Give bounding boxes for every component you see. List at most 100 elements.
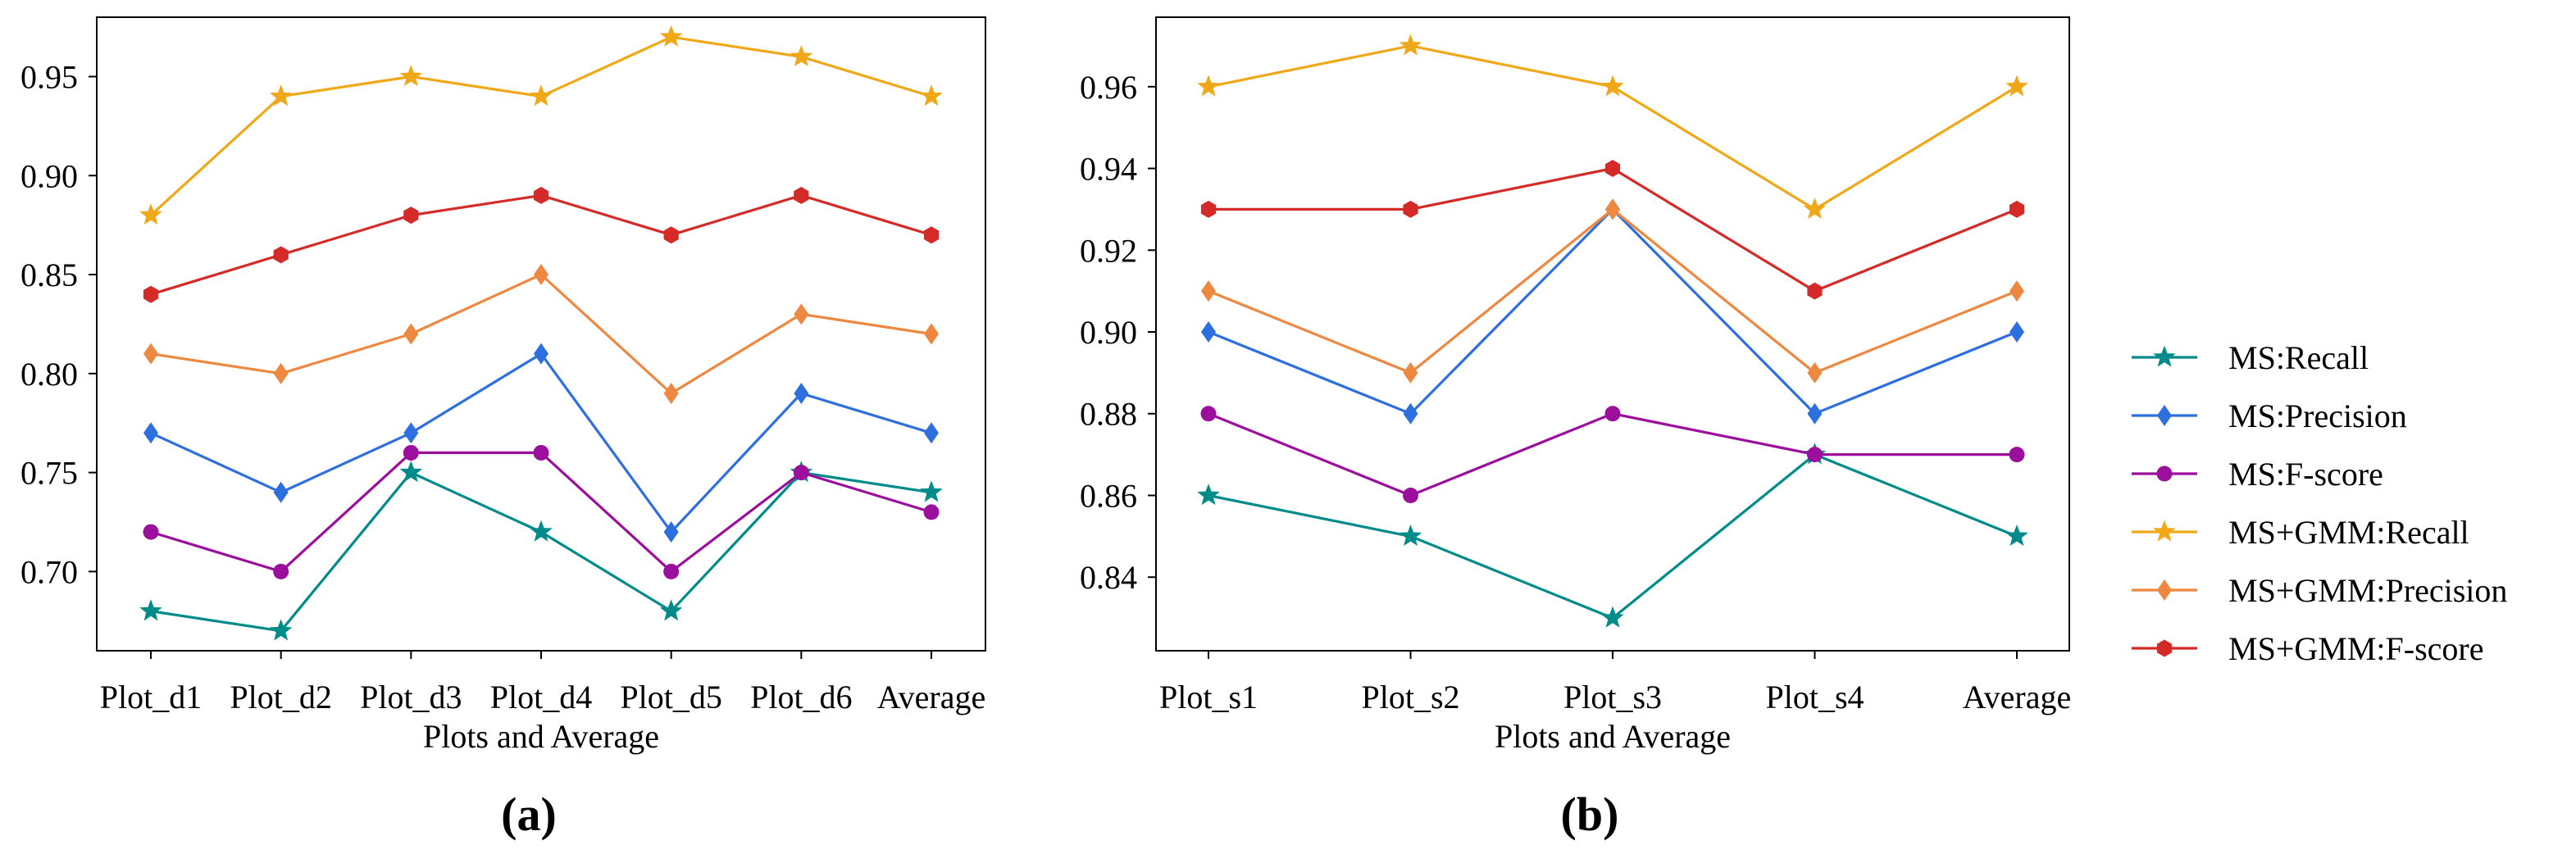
data-point-ms-gmm-f-score (794, 186, 809, 204)
panel-label: (b) (1561, 788, 1619, 841)
x-tick-label: Average (1963, 679, 2072, 715)
y-tick-label: 0.85 (20, 257, 78, 293)
y-tick-label: 0.75 (20, 455, 78, 492)
y-tick-label: 0.70 (20, 553, 78, 590)
series-line-ms-precision (1208, 207, 2018, 416)
series-line-ms-gmm-recall (1208, 44, 2018, 211)
data-point-ms-precision (924, 422, 939, 444)
data-point-ms-gmm-precision (924, 323, 939, 345)
data-point-ms-gmm-f-score (143, 285, 159, 303)
data-point-ms-gmm-precision (1201, 280, 1216, 302)
data-point-ms-gmm-precision (663, 382, 679, 404)
series-ms-recall (139, 461, 943, 641)
series-ms-recall (1197, 443, 2028, 628)
data-point-ms-gmm-recall (139, 203, 162, 225)
data-point-ms-gmm-f-score (273, 246, 289, 264)
series-line-ms-f-score (1208, 412, 2017, 497)
data-point-ms-gmm-precision (2009, 280, 2024, 302)
legend-marker (2157, 405, 2172, 426)
x-axis-label: Plots and Average (1495, 718, 1731, 755)
data-point-ms-gmm-precision (1807, 361, 1823, 384)
y-tick-label: 0.88 (1080, 396, 1137, 433)
data-point-ms-gmm-f-score (1200, 200, 1217, 218)
data-point-ms-f-score (1403, 487, 1418, 503)
data-point-ms-gmm-f-score (2009, 200, 2025, 218)
y-tick-label: 0.92 (1080, 232, 1137, 269)
series-ms-f-score (1200, 406, 2025, 503)
data-point-ms-recall (399, 461, 423, 483)
data-point-ms-gmm-precision (1403, 361, 1418, 384)
data-point-ms-gmm-precision (534, 264, 548, 286)
y-tick-label: 0.90 (20, 157, 78, 194)
y-tick-label: 0.84 (1080, 559, 1137, 596)
x-tick-label: Plot_d1 (100, 679, 202, 715)
data-point-ms-gmm-recall (1197, 75, 1220, 97)
y-tick-label: 0.95 (20, 58, 78, 95)
legend-marker (2157, 579, 2172, 601)
panel-label: (a) (501, 788, 557, 841)
series-line-ms-gmm-f-score (1208, 166, 2018, 293)
data-point-ms-f-score (533, 444, 549, 461)
x-tick-label: Average (877, 679, 986, 715)
y-tick-label: 0.90 (1080, 314, 1137, 351)
data-point-ms-f-score (273, 563, 289, 579)
data-point-ms-gmm-recall (399, 65, 423, 87)
series-ms-gmm-recall (139, 25, 943, 225)
data-point-ms-precision (1201, 321, 1216, 343)
data-point-ms-gmm-f-score (533, 186, 549, 204)
series-ms-precision (1201, 198, 2024, 425)
data-point-ms-gmm-f-score (1403, 200, 1418, 218)
series-line-ms-gmm-precision (150, 273, 932, 395)
series-line-ms-recall (1208, 452, 2018, 620)
series-line-ms-precision (150, 352, 932, 534)
data-point-ms-f-score (793, 465, 809, 481)
data-point-ms-gmm-precision (403, 323, 419, 345)
y-tick-label: 0.94 (1080, 151, 1137, 188)
x-tick-label: Plot_s1 (1159, 679, 1258, 715)
series-ms-precision (143, 343, 939, 543)
y-tick-label: 0.86 (1080, 477, 1137, 514)
y-tick-label: 0.80 (20, 356, 78, 393)
data-point-ms-gmm-recall (530, 84, 553, 107)
data-point-ms-f-score (923, 504, 940, 520)
data-point-ms-precision (273, 481, 289, 503)
legend-marker (2153, 520, 2176, 542)
data-point-ms-gmm-recall (790, 44, 813, 66)
data-point-ms-gmm-f-score (1604, 160, 1621, 177)
data-point-ms-precision (2009, 321, 2024, 343)
data-point-ms-f-score (1604, 406, 1621, 422)
x-tick-label: Plot_d4 (490, 679, 592, 715)
legend-label: MS+GMM:Recall (2228, 514, 2469, 551)
legend-marker (2156, 466, 2173, 482)
data-point-ms-f-score (403, 444, 419, 461)
series-line-ms-gmm-precision (1208, 207, 2018, 375)
legend-label: MS:F-score (2228, 456, 2383, 493)
data-point-ms-f-score (663, 563, 680, 579)
data-point-ms-gmm-f-score (923, 226, 940, 244)
data-point-ms-gmm-recall (1601, 75, 1624, 97)
x-tick-label: Plot_d3 (360, 679, 462, 715)
legend-entry-ms-gmm-recall: MS+GMM:Recall (2132, 514, 2469, 551)
legend-entry-ms-precision: MS:Precision (2132, 397, 2407, 434)
x-axis-label: Plots and Average (423, 718, 659, 755)
data-point-ms-gmm-recall (1803, 197, 1827, 220)
series-ms-f-score (143, 444, 940, 579)
data-point-ms-recall (920, 480, 943, 502)
legend-marker (2156, 639, 2173, 657)
chart-panel-b: 0.84 0.86 0.88 0.90 0.92 0.94 0.96 Plot_s1 Plot_… (1080, 16, 2072, 841)
series-line-ms-f-score (150, 451, 932, 574)
legend-label: MS+GMM:Precision (2228, 572, 2507, 609)
data-point-ms-recall (1197, 484, 1220, 506)
data-point-ms-precision (143, 422, 158, 444)
data-point-ms-recall (1399, 524, 1422, 547)
x-tick-label: Plot_s3 (1563, 679, 1662, 715)
data-point-ms-precision (663, 521, 679, 543)
legend: MS:Recall MS:Precision MS:F-score MS+GMM:Re… (2132, 339, 2507, 667)
x-tick-label: Plot_d5 (620, 679, 721, 715)
data-point-ms-recall (139, 599, 162, 621)
legend-entry-ms-gmm-precision: MS+GMM:Precision (2132, 572, 2507, 609)
data-point-ms-gmm-precision (143, 343, 158, 365)
series-ms-gmm-f-score (143, 186, 940, 303)
data-point-ms-precision (1403, 402, 1418, 425)
data-point-ms-precision (403, 422, 419, 444)
